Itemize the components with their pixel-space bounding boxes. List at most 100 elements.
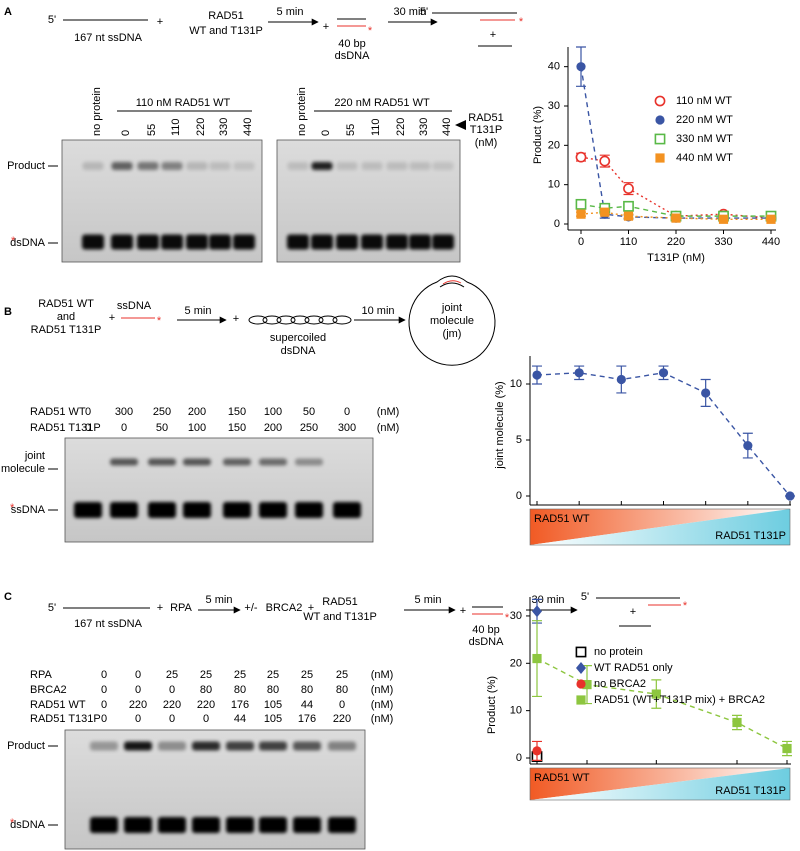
gel-band — [186, 162, 208, 170]
y-axis-title: joint molecule (%) — [494, 381, 506, 469]
row-label: RAD51 WT — [30, 406, 86, 418]
gel-band — [233, 162, 255, 170]
scheme-text: ssDNA — [117, 300, 152, 312]
legend-marker — [576, 662, 586, 674]
unit-label: (nM) — [371, 669, 394, 681]
gradient-label: RAD51 WT — [534, 513, 590, 525]
x-tick-label: 110 — [620, 236, 638, 248]
table-cell: 0 — [101, 684, 107, 696]
scheme-text: 5 min — [277, 6, 304, 18]
scheme-text: 30 min — [393, 6, 426, 18]
scheme-text: dsDNA — [469, 636, 505, 648]
lane-label: 330 — [418, 118, 430, 136]
gel-band — [293, 741, 321, 751]
table-cell: 0 — [344, 406, 350, 418]
scheme-text: dsDNA — [281, 345, 317, 357]
gel-band — [361, 162, 383, 170]
band-label: dsDNA — [10, 237, 46, 249]
scheme-text: 167 nt ssDNA — [74, 32, 143, 44]
lane-label: no protein — [296, 87, 308, 136]
gel-band — [223, 458, 251, 466]
gel-b — [64, 437, 374, 543]
point — [671, 213, 681, 223]
point — [575, 198, 587, 210]
table-cell: 25 — [200, 669, 212, 681]
gradient-frame — [529, 767, 791, 801]
point — [766, 214, 776, 224]
gel-band — [328, 741, 356, 751]
gel-band — [432, 162, 454, 170]
unit-label: (nM) — [371, 684, 394, 696]
legend-marker — [654, 95, 666, 107]
gel-band — [183, 502, 211, 518]
band-label: Product — [7, 740, 45, 752]
scheme-text: + — [490, 29, 496, 41]
gel-band — [110, 502, 138, 518]
lane-label: 440 — [441, 118, 453, 136]
table-cell: 0 — [85, 406, 91, 418]
point — [623, 183, 634, 194]
point — [782, 743, 792, 754]
unit-label: (nM) — [371, 713, 394, 725]
scheme-text: + — [157, 602, 163, 614]
band-label: molecule — [1, 463, 45, 475]
lane-label: 55 — [146, 124, 158, 136]
row-label: BRCA2 — [30, 684, 67, 696]
table-cell: 0 — [169, 713, 175, 725]
gel-band — [148, 458, 176, 466]
table-cell: 0 — [101, 713, 107, 725]
legend-label: 440 nM WT — [676, 152, 733, 164]
scheme-text: * — [157, 315, 162, 327]
table-cell: 25 — [336, 669, 348, 681]
scheme-text: + — [630, 606, 636, 618]
scheme-a-lines — [63, 12, 517, 47]
gradient-label: RAD51 T131P — [715, 785, 786, 797]
gel-band — [336, 162, 358, 170]
scheme-c-lines — [48, 597, 681, 826]
y-axis-title: Product (%) — [532, 106, 544, 164]
lane-label: 220 — [395, 118, 407, 136]
scheme-text: 30 min — [531, 594, 564, 606]
point — [651, 689, 661, 699]
gel-band — [311, 234, 333, 250]
table-cell: 150 — [228, 406, 246, 418]
scheme-text: +/- — [244, 602, 257, 614]
point — [616, 374, 626, 385]
legend-marker — [654, 133, 666, 145]
table-cell: 100 — [264, 406, 282, 418]
point — [718, 214, 729, 224]
lane-label: 0 — [320, 130, 332, 136]
lane-label: no protein — [91, 87, 103, 136]
gel-band — [259, 458, 287, 466]
panel-label: C — [4, 591, 12, 603]
gel-band — [295, 458, 323, 466]
point — [574, 368, 584, 378]
gradient-wedge — [530, 509, 790, 545]
scheme-text: + — [109, 312, 115, 324]
scheme-text: 40 bp — [338, 38, 366, 50]
gel-band — [158, 741, 186, 751]
gel-band — [209, 234, 231, 250]
gel-band — [226, 741, 254, 751]
scheme-text: 40 bp — [472, 624, 500, 636]
scheme-text: RAD51 WT — [38, 298, 94, 310]
scheme-text: 5' — [420, 6, 428, 18]
x-tick-label: 220 — [667, 236, 685, 248]
point — [532, 605, 542, 618]
scheme-text: RAD51 — [208, 10, 243, 22]
gel-band — [223, 502, 251, 518]
y-tick-label: 30 — [548, 100, 560, 112]
scheme-text: * — [683, 600, 688, 612]
point — [576, 62, 586, 72]
gel-band — [158, 817, 186, 833]
scheme-text: dsDNA — [335, 50, 371, 62]
gel-band — [124, 741, 152, 751]
scheme-text: and — [57, 311, 75, 323]
table-cell: 80 — [234, 684, 246, 696]
row-label: RAD51 WT — [30, 699, 86, 711]
legend-label: 220 nM WT — [676, 114, 733, 126]
scheme-text: + — [157, 16, 163, 28]
scheme-text: * — [368, 25, 373, 37]
table-cell: 80 — [336, 684, 348, 696]
legend-label: WT RAD51 only — [594, 662, 673, 674]
